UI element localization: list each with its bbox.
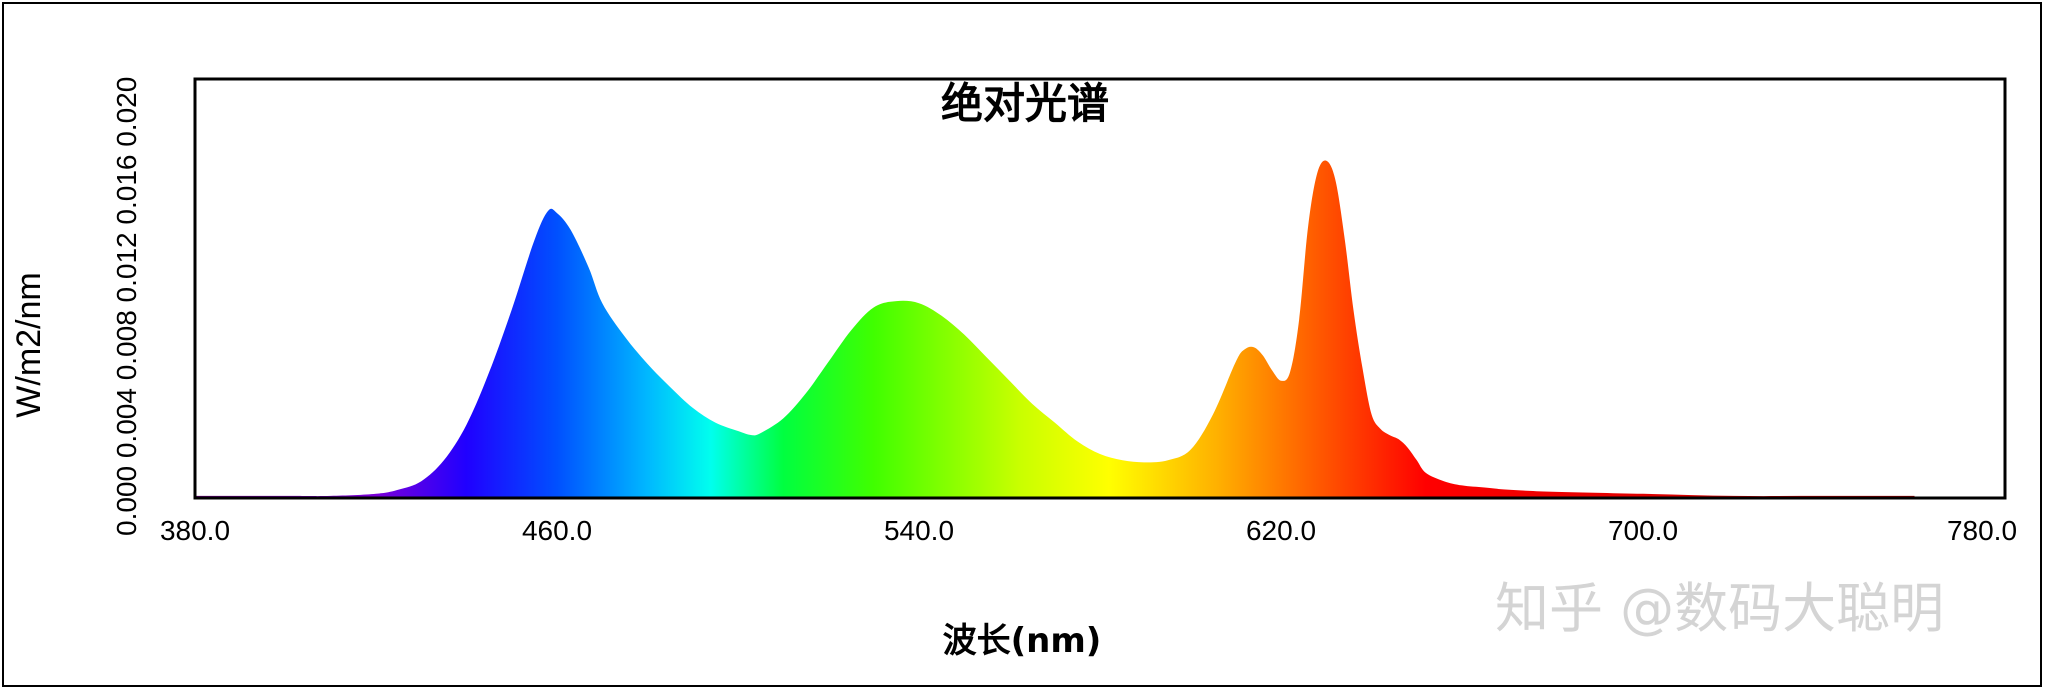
x-tick-label: 380.0	[160, 515, 230, 546]
x-tick-label: 540.0	[884, 515, 954, 546]
x-axis-label: 波长(nm)	[943, 621, 1102, 661]
plot-border	[193, 77, 2007, 500]
y-axis-tick-labels: 0.000 0.004 0.008 0.012 0.016 0.020	[111, 77, 142, 536]
x-tick-label: 620.0	[1246, 515, 1316, 546]
watermark: 知乎 @数码大聪明	[1495, 577, 1944, 640]
x-tick-label: 460.0	[522, 515, 592, 546]
x-tick-label: 780.0	[1947, 515, 2017, 546]
y-axis-label: W/m2/nm	[10, 272, 48, 417]
chart-title: 绝对光谱	[941, 79, 1109, 128]
x-tick-label: 700.0	[1608, 515, 1678, 546]
spectrum-area	[195, 160, 1915, 498]
x-axis-ticks: 380.0 460.0 540.0 620.0 700.0 780.0	[160, 515, 2017, 546]
